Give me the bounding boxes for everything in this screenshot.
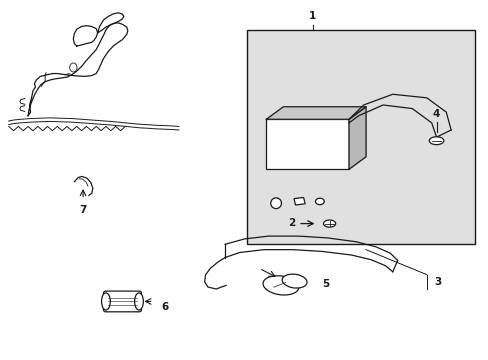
Ellipse shape <box>263 276 298 295</box>
Text: 2: 2 <box>288 217 295 228</box>
Ellipse shape <box>70 63 77 72</box>
Text: 6: 6 <box>162 302 169 312</box>
Text: 4: 4 <box>432 109 439 119</box>
Ellipse shape <box>323 220 335 227</box>
Text: 5: 5 <box>322 279 329 289</box>
Text: 7: 7 <box>79 205 86 215</box>
Ellipse shape <box>270 198 281 208</box>
Ellipse shape <box>315 198 324 204</box>
Bar <box>266 119 348 169</box>
Ellipse shape <box>428 137 443 145</box>
Polygon shape <box>266 107 366 119</box>
Ellipse shape <box>282 274 306 288</box>
Bar <box>246 30 474 244</box>
Text: 1: 1 <box>308 11 316 21</box>
FancyBboxPatch shape <box>103 291 141 312</box>
Ellipse shape <box>102 293 110 310</box>
Ellipse shape <box>134 293 143 310</box>
Polygon shape <box>348 107 366 169</box>
Text: 3: 3 <box>433 277 441 287</box>
Bar <box>293 197 305 205</box>
